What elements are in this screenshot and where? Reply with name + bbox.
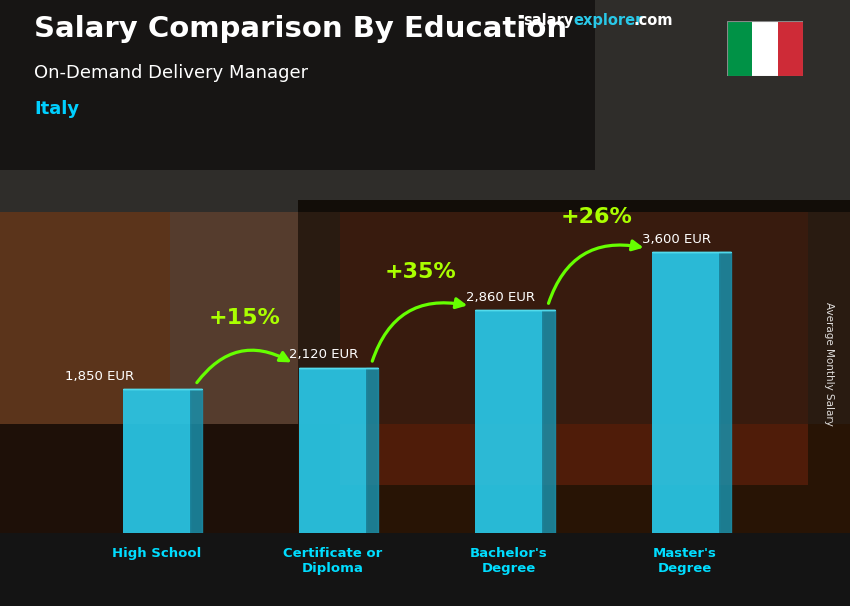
Bar <box>0 0 595 170</box>
Text: +15%: +15% <box>208 308 280 328</box>
Bar <box>0 0 850 212</box>
Bar <box>299 368 366 533</box>
Polygon shape <box>718 252 731 533</box>
Bar <box>123 389 190 533</box>
Bar <box>0 212 170 424</box>
Text: 1,850 EUR: 1,850 EUR <box>65 370 134 382</box>
Text: .com: .com <box>633 13 672 28</box>
Bar <box>727 21 752 76</box>
Bar <box>752 21 778 76</box>
Text: explorer: explorer <box>574 13 643 28</box>
Text: 2,860 EUR: 2,860 EUR <box>466 291 535 304</box>
Polygon shape <box>366 368 378 533</box>
Polygon shape <box>190 389 202 533</box>
Bar <box>0 212 850 424</box>
Text: +35%: +35% <box>385 262 456 282</box>
Text: 3,600 EUR: 3,600 EUR <box>642 233 711 246</box>
Bar <box>778 21 803 76</box>
Text: Italy: Italy <box>34 100 79 118</box>
Text: Average Monthly Salary: Average Monthly Salary <box>824 302 834 425</box>
Text: salary: salary <box>523 13 573 28</box>
Bar <box>0 533 850 606</box>
Text: 2,120 EUR: 2,120 EUR <box>289 348 359 361</box>
Bar <box>340 212 808 485</box>
Text: Salary Comparison By Education: Salary Comparison By Education <box>34 15 567 43</box>
Bar <box>0 424 850 533</box>
Bar <box>475 310 542 533</box>
Bar <box>0 212 298 424</box>
Bar <box>298 200 850 533</box>
Text: +26%: +26% <box>561 207 633 227</box>
Bar <box>652 252 718 533</box>
Text: On-Demand Delivery Manager: On-Demand Delivery Manager <box>34 64 308 82</box>
Polygon shape <box>542 310 555 533</box>
